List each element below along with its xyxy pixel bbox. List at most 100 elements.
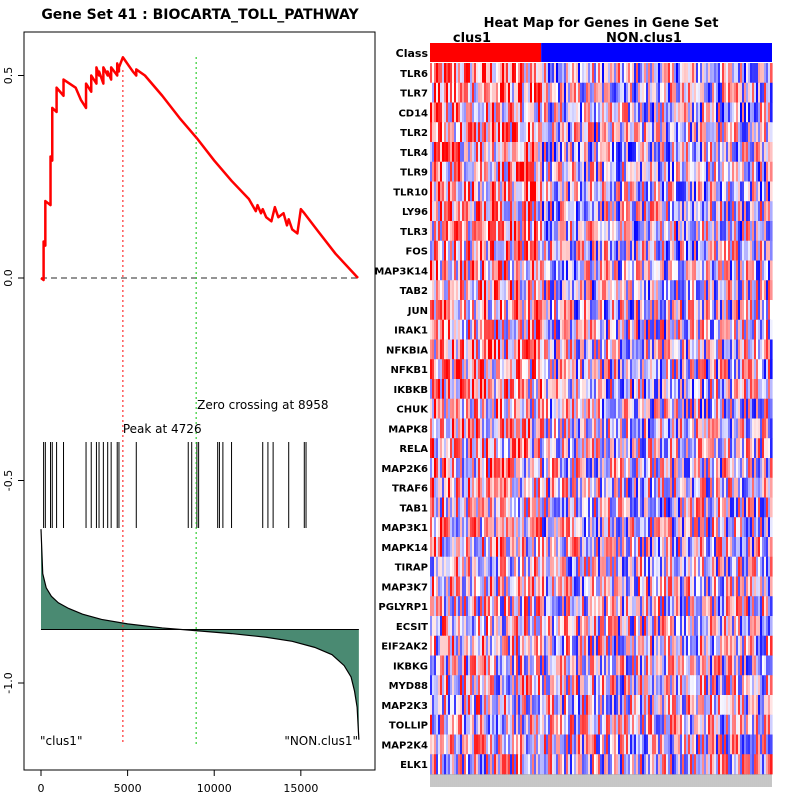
heatmap-cell: [620, 339, 623, 360]
heatmap-cell: [634, 359, 637, 380]
heatmap-cell: [726, 537, 729, 558]
heatmap-cell: [476, 339, 479, 360]
heatmap-cell: [596, 240, 599, 261]
heatmap-cell: [586, 161, 589, 182]
heatmap-cell: [520, 596, 523, 617]
heatmap-cell: [572, 280, 575, 301]
heatmap-cell: [534, 260, 537, 281]
heatmap-cell: [760, 359, 763, 380]
heatmap-cell: [456, 102, 459, 123]
heatmap-cell: [484, 63, 487, 84]
heatmap-cell: [534, 82, 537, 103]
heatmap-cell: [648, 161, 651, 182]
heatmap-cell: [766, 596, 769, 617]
heatmap-cell: [754, 63, 757, 84]
heatmap-cell: [534, 477, 537, 498]
heatmap-cell: [722, 537, 725, 558]
heatmap-cell: [696, 280, 699, 301]
heatmap-cell: [508, 537, 511, 558]
heatmap-cell: [658, 63, 661, 84]
heatmap-cell: [462, 596, 465, 617]
heatmap-cell: [636, 339, 639, 360]
heatmap-cell: [766, 161, 769, 182]
heatmap-cell: [654, 497, 657, 518]
heatmap-cell: [582, 596, 585, 617]
heatmap-cell: [568, 438, 571, 459]
heatmap-cell: [722, 221, 725, 242]
heatmap-cell: [700, 181, 703, 202]
heatmap-cell: [578, 63, 581, 84]
heatmap-cell: [722, 122, 725, 143]
heatmap-cell: [464, 556, 467, 577]
heatmap-cell: [628, 240, 631, 261]
heatmap-cell: [626, 379, 629, 400]
heatmap-cell: [436, 576, 439, 597]
heatmap-cell: [608, 300, 611, 321]
heatmap-cell: [564, 319, 567, 340]
heatmap-cell: [650, 556, 653, 577]
heatmap-cell: [718, 122, 721, 143]
heatmap-cell: [534, 379, 537, 400]
heatmap-cell: [514, 161, 517, 182]
heatmap-cell: [622, 477, 625, 498]
heatmap-cell: [454, 319, 457, 340]
heatmap-cell: [442, 418, 445, 439]
heatmap-cell: [582, 556, 585, 577]
heatmap-cell: [584, 63, 587, 84]
heatmap-cell: [478, 319, 481, 340]
heatmap-cell: [622, 122, 625, 143]
heatmap-cell: [716, 201, 719, 222]
heatmap-cell: [440, 142, 443, 163]
heatmap-cell: [548, 537, 551, 558]
heatmap-title: Heat Map for Genes in Gene Set: [484, 16, 719, 31]
heatmap-cell: [450, 556, 453, 577]
heatmap-cell: [584, 616, 587, 637]
heatmap-cell: [670, 537, 673, 558]
heatmap-cell: [570, 260, 573, 281]
heatmap-cell: [714, 537, 717, 558]
heatmap-cell: [674, 497, 677, 518]
heatmap-cell: [434, 122, 437, 143]
heatmap-cell: [724, 142, 727, 163]
heatmap-cell: [698, 142, 701, 163]
heatmap-cell: [740, 181, 743, 202]
heatmap-cell: [576, 181, 579, 202]
heatmap-cell: [506, 398, 509, 419]
heatmap-cell: [740, 260, 743, 281]
heatmap-cell: [614, 458, 617, 479]
heatmap-cell: [634, 300, 637, 321]
heatmap-cell: [726, 596, 729, 617]
heatmap-cell: [624, 260, 627, 281]
heatmap-cell: [500, 556, 503, 577]
heatmap-cell: [580, 517, 583, 538]
heatmap-cell: [712, 319, 715, 340]
heatmap-cell: [496, 260, 499, 281]
heatmap-cell: [448, 556, 451, 577]
heatmap-cell: [672, 122, 675, 143]
heatmap-cell: [502, 82, 505, 103]
heatmap-cell: [730, 300, 733, 321]
heatmap-cell: [452, 181, 455, 202]
heatmap-cells: [430, 63, 773, 775]
heatmap-cell: [684, 102, 687, 123]
heatmap-cell: [504, 221, 507, 242]
heatmap-cell: [494, 576, 497, 597]
heatmap-cell: [468, 438, 471, 459]
heatmap-cell: [520, 181, 523, 202]
heatmap-cell: [480, 418, 483, 439]
heatmap-cell: [606, 418, 609, 439]
heatmap-cell: [500, 438, 503, 459]
heatmap-cell: [768, 300, 771, 321]
heatmap-cell: [700, 142, 703, 163]
heatmap-cell: [448, 221, 451, 242]
heatmap-cell: [602, 398, 605, 419]
heatmap-cell: [602, 379, 605, 400]
heatmap-cell: [756, 477, 759, 498]
heatmap-cell: [630, 319, 633, 340]
heatmap-cell: [454, 398, 457, 419]
heatmap-cell: [768, 359, 771, 380]
heatmap-cell: [582, 221, 585, 242]
heatmap-cell: [680, 339, 683, 360]
heatmap-row: [430, 517, 773, 538]
heatmap-cell: [646, 260, 649, 281]
